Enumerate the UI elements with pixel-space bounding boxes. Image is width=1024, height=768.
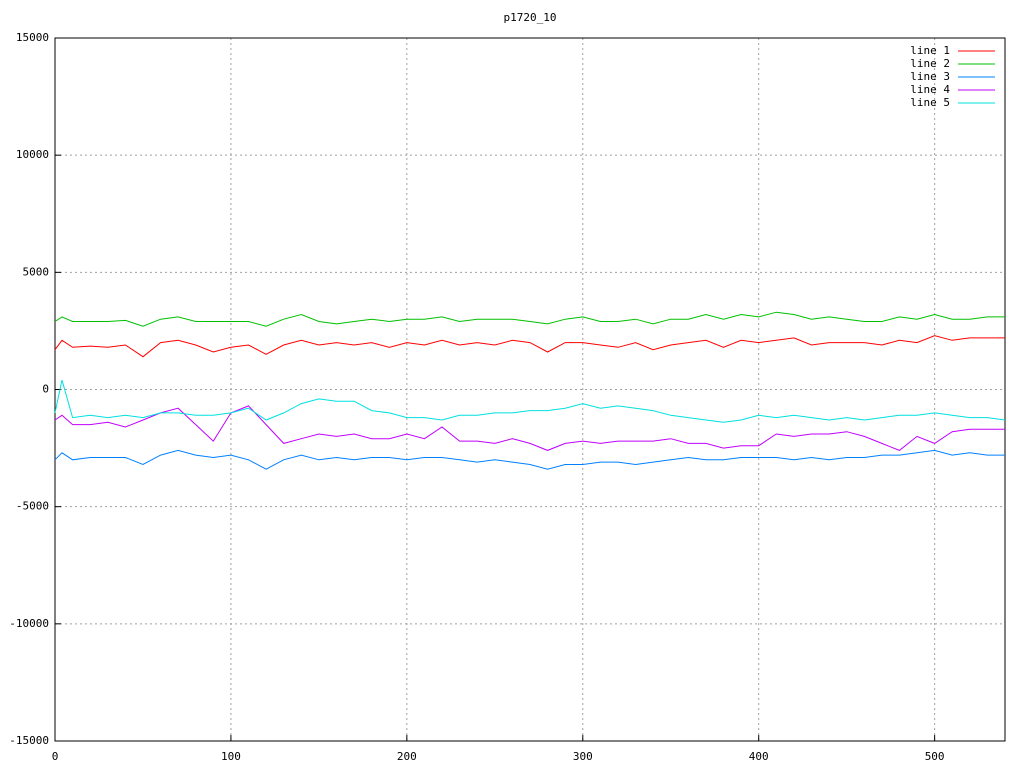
y-tick-label: -10000 <box>9 617 49 630</box>
x-tick-label: 300 <box>573 750 593 763</box>
legend-label: line 3 <box>910 70 950 83</box>
plot-frame <box>54 37 1006 742</box>
y-tick-label: 15000 <box>16 31 49 44</box>
x-tick-label: 100 <box>221 750 241 763</box>
y-tick-label: -5000 <box>16 500 49 513</box>
x-tick-label: 0 <box>52 750 59 763</box>
x-tick-label: 400 <box>749 750 769 763</box>
data-line <box>54 449 1005 470</box>
y-tick-label: 5000 <box>23 265 50 278</box>
y-tick-label: -15000 <box>9 734 49 747</box>
x-tick-label: 500 <box>925 750 945 763</box>
chart-title: p1720_10 <box>504 11 557 24</box>
x-tick-label: 200 <box>397 750 417 763</box>
legend-label: line 1 <box>910 44 950 57</box>
legend-label: line 4 <box>910 83 950 96</box>
data-line <box>54 335 1005 358</box>
legend-label: line 5 <box>910 96 950 109</box>
legend-label: line 2 <box>910 57 950 70</box>
data-line <box>54 405 1005 451</box>
data-line <box>54 311 1005 327</box>
data-line <box>54 379 1006 423</box>
y-tick-label: 10000 <box>16 148 49 161</box>
y-tick-label: 0 <box>42 383 49 396</box>
